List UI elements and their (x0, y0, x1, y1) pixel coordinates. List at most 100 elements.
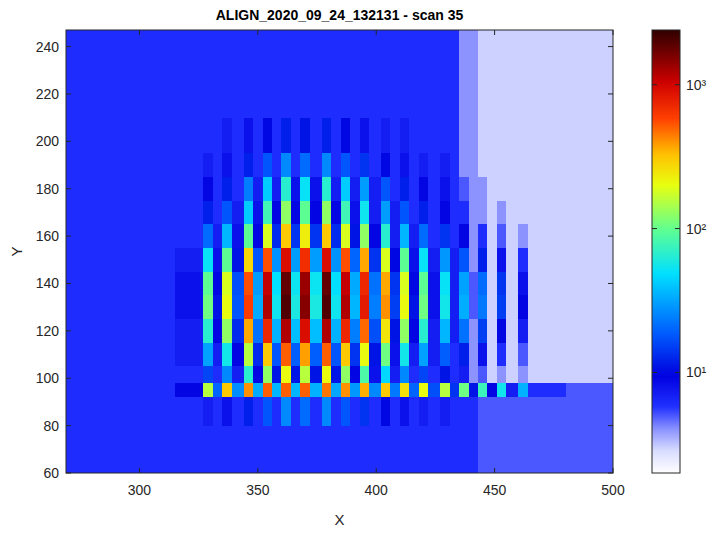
heatmap-cell (409, 177, 418, 201)
heatmap-cell (478, 118, 487, 154)
heatmap-cell (506, 224, 518, 248)
y-tick (66, 378, 71, 379)
heatmap-cell (341, 70, 350, 117)
heatmap-cell (478, 272, 487, 296)
heatmap-cell (497, 248, 506, 272)
heatmap-cell (497, 397, 506, 425)
heatmap-cell (440, 177, 449, 201)
heatmap-cell (281, 30, 290, 70)
heatmap-cell (341, 118, 350, 154)
heatmap-cell (222, 153, 231, 177)
heatmap-cell (497, 30, 506, 70)
heatmap-cell (369, 201, 381, 225)
heatmap-cell (459, 30, 468, 70)
heatmap-cell (263, 319, 272, 343)
heatmap-cell (419, 295, 428, 319)
heatmap-cell (369, 426, 381, 473)
heatmap-cell (253, 30, 262, 70)
heatmap-cell (281, 153, 290, 177)
heatmap-cell (66, 366, 92, 383)
heatmap-cell (428, 248, 440, 272)
heatmap-cell (487, 118, 496, 154)
heatmap-cell (272, 118, 281, 154)
heatmap-cell (281, 201, 290, 225)
heatmap-cell (272, 248, 281, 272)
heatmap-cell (518, 343, 527, 367)
heatmap-cell (232, 153, 244, 177)
heatmap-cell (497, 201, 506, 225)
heatmap-cell (381, 153, 390, 177)
heatmap-cell (400, 153, 409, 177)
heatmap-cell (222, 426, 231, 473)
heatmap-cell (487, 272, 496, 296)
heatmap-cell (222, 248, 231, 272)
heatmap-cell (232, 397, 244, 425)
heatmap-cell (222, 295, 231, 319)
heatmap-cell (400, 272, 409, 296)
heatmap-cell (300, 70, 309, 117)
heatmap-cell (400, 343, 409, 367)
heatmap-cell (272, 224, 281, 248)
heatmap-cell (253, 248, 262, 272)
heatmap-cell (428, 426, 440, 473)
heatmap-cell (409, 426, 418, 473)
heatmap-cell (175, 30, 203, 70)
heatmap-cell (213, 272, 222, 296)
heatmap-cell (92, 343, 139, 367)
heatmap-cell (139, 295, 175, 319)
heatmap-cell (487, 383, 496, 397)
y-tick (66, 236, 71, 237)
x-tick (257, 468, 258, 473)
heatmap-cell (263, 201, 272, 225)
heatmap-cell (300, 153, 309, 177)
heatmap-cell (213, 201, 222, 225)
heatmap-cell (528, 153, 566, 177)
heatmap-cell (440, 30, 449, 70)
heatmap-cell (281, 383, 290, 397)
heatmap-cell (300, 343, 309, 367)
heatmap-cell (497, 426, 506, 473)
heatmap-cell (300, 248, 309, 272)
heatmap-cell (390, 383, 399, 397)
heatmap-cell (203, 319, 212, 343)
heatmap-cell (390, 201, 399, 225)
heatmap-cell (390, 70, 399, 117)
heatmap-cell (263, 383, 272, 397)
y-tick (66, 473, 71, 474)
heatmap-cell (291, 153, 300, 177)
heatmap-cell (390, 118, 399, 154)
colorbar-tick-label: 10² (686, 221, 707, 237)
heatmap-cell (175, 272, 203, 296)
heatmap-cell (450, 30, 459, 70)
heatmap-cell (92, 295, 139, 319)
heatmap-cell (139, 319, 175, 343)
heatmap-cell (478, 319, 487, 343)
heatmap-cell (291, 30, 300, 70)
y-tick-right (608, 378, 613, 379)
heatmap-cell (263, 366, 272, 383)
heatmap-cell (450, 201, 459, 225)
heatmap-cell (400, 30, 409, 70)
heatmap-cell (232, 118, 244, 154)
heatmap-cell (518, 319, 527, 343)
heatmap-cell (528, 426, 566, 473)
heatmap-cell (360, 153, 369, 177)
heatmap-cell (369, 295, 381, 319)
heatmap-cell (419, 397, 428, 425)
heatmap-cell (469, 30, 478, 70)
heatmap-cell (419, 383, 428, 397)
heatmap-cell (213, 383, 222, 397)
heatmap-cell (440, 383, 449, 397)
heatmap-cell (390, 319, 399, 343)
heatmap-cell (487, 426, 496, 473)
x-tick-top (139, 30, 140, 35)
heatmap-cell (450, 153, 459, 177)
heatmap-cell (487, 177, 496, 201)
heatmap-cell (213, 426, 222, 473)
y-tick-right (608, 46, 613, 47)
heatmap-cell (281, 248, 290, 272)
heatmap-cell (497, 383, 506, 397)
heatmap-cell (381, 30, 390, 70)
heatmap-cell (381, 426, 390, 473)
heatmap-cell (272, 30, 281, 70)
